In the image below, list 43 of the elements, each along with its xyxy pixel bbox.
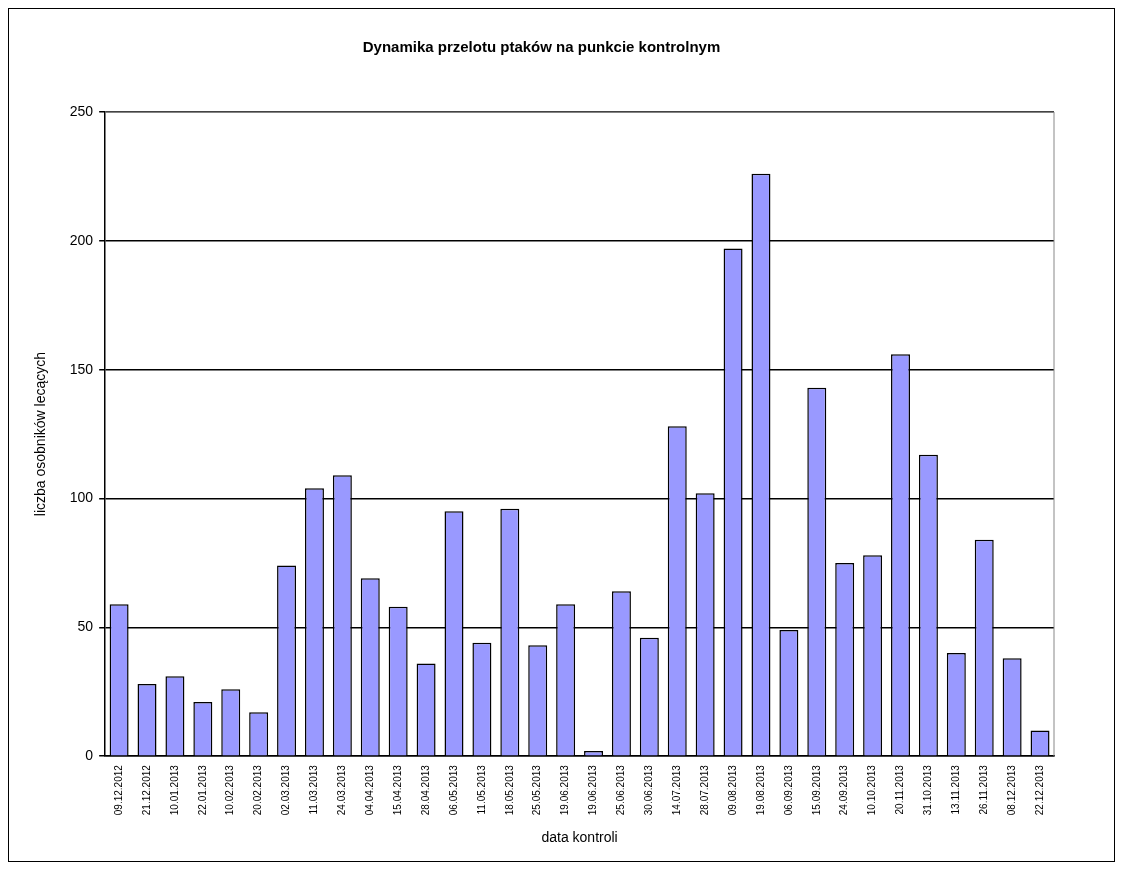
- y-tick-label: 50: [77, 618, 94, 635]
- x-tick-label: 20.02.2013: [252, 764, 264, 816]
- x-tick-label: 06.05.2013: [447, 764, 459, 816]
- x-tick-label: 13.11.2013: [950, 764, 962, 815]
- y-tick-label: 200: [69, 231, 94, 248]
- x-tick-label: 08.12.2013: [1005, 764, 1017, 816]
- x-tick-label: 20.11.2013: [894, 764, 906, 815]
- x-tick-label: 14.07.2013: [671, 764, 682, 816]
- x-tick-label: 09.12.2012: [112, 764, 124, 816]
- x-tick-label: 28.04.2013: [419, 764, 431, 816]
- x-tick-label: 06.09.2013: [782, 764, 794, 816]
- x-tick-label: 31.10.2013: [922, 764, 934, 816]
- x-tick-label: 11.05.2013: [475, 764, 487, 815]
- x-tick-label: 10.02.2013: [224, 764, 236, 816]
- x-tick-label: 15.09.2013: [810, 764, 822, 816]
- x-tick-label: 09.08.2013: [726, 764, 738, 816]
- x-tick-label: 24.09.2013: [838, 764, 850, 816]
- y-axis-title: liczba osobników lecących: [32, 351, 49, 517]
- x-tick-label: 18.05.2013: [503, 764, 515, 816]
- y-tick-label: 150: [69, 360, 94, 377]
- x-tick-label: 15.04.2013: [391, 764, 403, 816]
- y-tick-label: 100: [69, 489, 94, 506]
- x-tick-label: 26.11.2013: [977, 764, 989, 815]
- x-tick-label: 04.04.2013: [364, 764, 376, 816]
- x-tick-label: 24.03.2013: [336, 764, 348, 816]
- x-axis-title: data kontroli: [541, 829, 618, 846]
- x-tick-label: 28.07.2013: [698, 764, 710, 816]
- chart-title: Dynamika przelotu ptaków na punkcie kontrolnym: [362, 38, 721, 56]
- x-tick-label: 11.03.2013: [308, 764, 320, 815]
- y-tick-label: 250: [69, 102, 94, 119]
- x-tick-label: 10.01.2013: [168, 764, 180, 816]
- x-tick-label: 19.06.2013: [587, 764, 599, 816]
- x-tick-label: 25.05.2013: [531, 764, 543, 816]
- x-tick-label: 21.12.2012: [140, 764, 152, 816]
- y-tick-label: 0: [85, 747, 94, 764]
- x-tick-label: 30.06.2013: [643, 764, 655, 816]
- x-tick-label: 02.03.2013: [280, 764, 292, 816]
- x-tick-label: 22.01.2013: [196, 764, 208, 816]
- x-tick-label: 19.06.2013: [559, 764, 571, 816]
- x-tick-label: 22.12.2013: [1033, 764, 1045, 816]
- x-tick-label: 19.08.2013: [754, 764, 766, 816]
- x-tick-label: 25.06.2013: [615, 764, 627, 816]
- x-tick-label: 10.10.2013: [866, 764, 878, 816]
